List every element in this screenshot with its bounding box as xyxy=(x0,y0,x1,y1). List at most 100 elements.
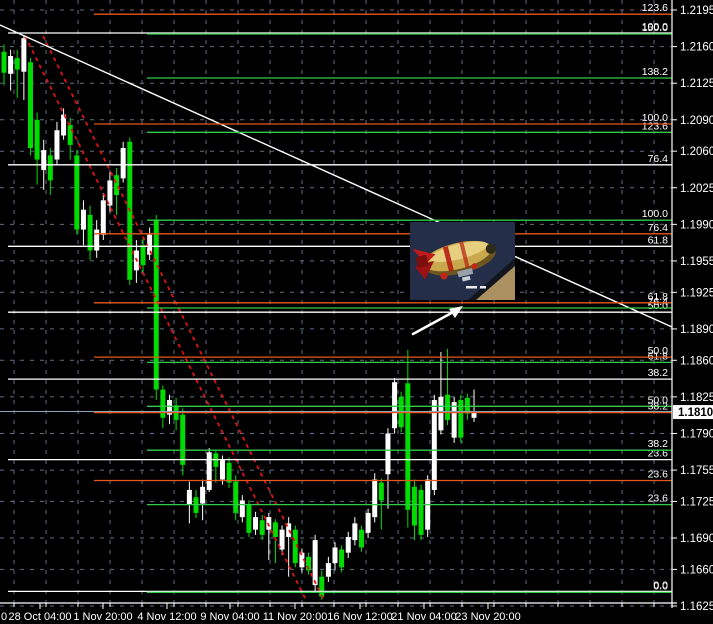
green-fib-level-label: 123.6 xyxy=(642,120,668,132)
bear-candle xyxy=(74,155,80,230)
airship-nose xyxy=(485,243,496,254)
bear-candle xyxy=(34,119,40,160)
time-tick-label: 1 Nov 20:00 xyxy=(73,611,132,623)
price-tick-label: 1.2195 xyxy=(680,5,713,17)
bull-candle xyxy=(392,382,398,429)
green-fib-level-label: 150.0 xyxy=(642,22,668,34)
bull-candle xyxy=(325,563,331,577)
descending-trendline[interactable] xyxy=(0,24,673,328)
bear-candle xyxy=(458,400,464,438)
bear-candle xyxy=(272,522,278,537)
green-fib-level-label: 138.2 xyxy=(642,66,668,78)
time-tick-label: 28 Oct 04:00 xyxy=(9,611,72,623)
bull-candle xyxy=(239,500,245,518)
bull-candle xyxy=(451,402,457,438)
airship-image[interactable] xyxy=(410,222,515,300)
bull-candle xyxy=(385,433,391,475)
bull-candle xyxy=(471,411,477,418)
bear-candle xyxy=(180,414,186,465)
bull-candle xyxy=(438,396,444,431)
orange-fib-level-label: 50.0 xyxy=(648,345,669,357)
bear-candle xyxy=(87,214,93,251)
airship-gondola xyxy=(457,267,474,278)
orange-fib-level-label: 76.4 xyxy=(648,222,669,234)
price-tick-label: 1.1925 xyxy=(680,287,713,299)
time-tick-label: 4 Nov 12:00 xyxy=(137,611,196,623)
bull-candle xyxy=(100,200,106,235)
arrow-annotation-head[interactable] xyxy=(449,306,463,318)
bull-candle xyxy=(279,529,285,550)
price-tick-label: 1.2060 xyxy=(680,146,713,158)
airship-red-band xyxy=(442,246,454,272)
bull-candle xyxy=(167,400,172,415)
bull-candle xyxy=(365,512,371,533)
time-tick-label: 21 Nov 04:00 xyxy=(391,611,456,623)
arrow-annotation-shaft[interactable] xyxy=(411,308,459,336)
price-tick-label: 1.1860 xyxy=(680,355,713,367)
bear-candle xyxy=(226,462,232,483)
white-fib-level-label: 61.8 xyxy=(648,234,669,246)
bear-candle xyxy=(246,504,252,533)
bear-candle xyxy=(358,529,364,548)
bear-candle xyxy=(378,482,384,501)
green-fib-level-label: 50.0 xyxy=(648,394,669,406)
time-tick-label: 9 Nov 04:00 xyxy=(200,611,259,623)
price-tick-label: 1.1955 xyxy=(680,256,713,268)
descending-channel-line[interactable] xyxy=(24,35,307,601)
bull-candle xyxy=(61,114,67,136)
bull-candle xyxy=(253,517,259,530)
price-tick-label: 1.1825 xyxy=(680,392,713,404)
bull-candle xyxy=(54,130,60,160)
bull-candle xyxy=(94,229,100,251)
price-tick-label: 1.1755 xyxy=(680,465,713,477)
bull-candle xyxy=(219,459,225,480)
orange-fib-level-label: 23.6 xyxy=(648,469,669,481)
green-fib-level-label: 100.0 xyxy=(642,208,668,220)
time-tick-label: 16 Nov 12:00 xyxy=(327,611,392,623)
time-tick-label: 11 Nov 20:00 xyxy=(263,611,328,623)
white-fib[interactable]: 100.076.461.850.038.223.60.0 xyxy=(8,21,672,593)
airship-gondola-cabin xyxy=(461,275,471,282)
bull-candle xyxy=(41,150,47,170)
price-axis[interactable]: 1.2195 1.2160 1.2125 1.2090 1.2060 1.2025 1.19… xyxy=(672,5,713,613)
bear-candle xyxy=(14,58,20,70)
green-fib[interactable]: 150.0138.2123.6100.076.461.850.038.223.6… xyxy=(147,22,672,594)
descending-channel-line[interactable] xyxy=(42,35,325,601)
bear-candle xyxy=(405,383,411,510)
bear-candle xyxy=(67,125,73,145)
white-fib-level-label: 0.0 xyxy=(653,579,668,591)
price-tick-label: 1.2125 xyxy=(680,78,713,90)
time-axis[interactable]: 28 Oct 04:00 1 Nov 20:00 4 Nov 12:00 9 Nov … xyxy=(1,603,655,623)
image-caption-pixels xyxy=(480,286,486,289)
bull-candle xyxy=(80,209,86,230)
white-fib-level-label: 76.4 xyxy=(648,153,669,165)
price-tick-label: 1.1890 xyxy=(680,324,713,336)
bear-candle xyxy=(1,51,7,73)
orange-fib-level-label: 123.6 xyxy=(642,2,668,14)
price-tick-label: 1.1660 xyxy=(680,564,713,576)
price-tick-label: 1.2090 xyxy=(680,115,713,127)
white-fib-level-label: 38.2 xyxy=(648,367,669,379)
current-price-label: 1.1810 xyxy=(678,407,713,419)
bull-candle xyxy=(206,452,212,490)
bull-candle xyxy=(299,552,305,568)
airship-engine-pod xyxy=(471,263,478,270)
green-fib-level-label: 38.2 xyxy=(648,438,669,450)
bull-candle xyxy=(352,523,358,541)
bear-candle xyxy=(27,62,33,149)
green-fib-level-label: 76.4 xyxy=(648,296,669,308)
orange-fib-level-label: 61.8 xyxy=(648,291,669,303)
bull-candle xyxy=(312,540,318,586)
white-fib-level-label: 100.0 xyxy=(642,21,668,33)
grid xyxy=(0,0,672,607)
bull-candle xyxy=(200,486,206,504)
bull-candle xyxy=(431,400,437,490)
price-tick-label: 1.1625 xyxy=(680,601,713,613)
green-fib-level-label: 0.0 xyxy=(653,580,668,592)
airship-tail-block xyxy=(415,254,429,268)
current-price-box xyxy=(673,405,713,420)
airship-red-band xyxy=(459,241,470,269)
